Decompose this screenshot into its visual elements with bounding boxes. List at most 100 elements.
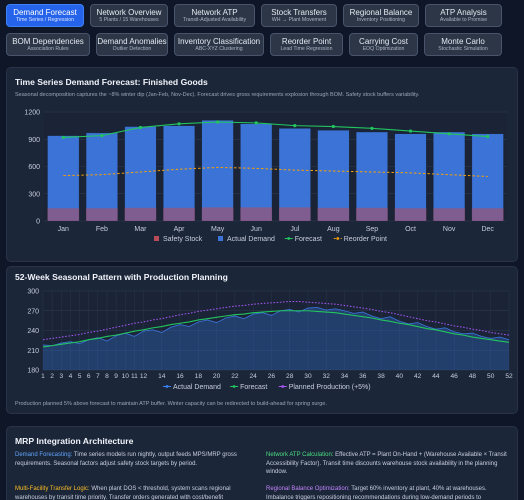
- x-tick-label: 4: [69, 373, 73, 380]
- monthly-forecast-panel: Time Series Demand Forecast: Finished Go…: [6, 67, 518, 262]
- tab-monte-carlo[interactable]: Monte Carlo Stochastic Simulation: [424, 33, 502, 56]
- tab-atp-analysis[interactable]: ATP Analysis Available to Promise: [425, 4, 502, 27]
- legend-label: Actual Demand: [173, 384, 221, 391]
- actual-demand-bar: [471, 133, 504, 222]
- tab-title: Network ATP: [191, 8, 238, 17]
- forecast-point: [61, 135, 65, 140]
- tab-stock-transfers[interactable]: Stock Transfers WH → Plant Movement: [261, 4, 337, 27]
- mrp-architecture-panel: MRP Integration Architecture Demand Fore…: [6, 426, 518, 500]
- x-tick-label: 36: [359, 373, 367, 380]
- actual-demand-bar: [317, 129, 350, 222]
- forecast-point: [447, 132, 451, 136]
- tab-title: Reorder Point: [281, 37, 332, 46]
- x-tick-label: 46: [451, 373, 459, 380]
- reorder-point-line: [63, 166, 488, 177]
- tab-demand-forecast[interactable]: Demand Forecast Time Series / Regression: [6, 4, 84, 27]
- tab-subtitle: Stochastic Simulation: [438, 46, 488, 52]
- tab-title: ATP Analysis: [440, 8, 487, 17]
- tab-subtitle: ABC-XYZ Clustering: [195, 46, 243, 52]
- tab-subtitle: EOQ Optimization: [362, 46, 405, 52]
- legend-marker: [281, 385, 285, 388]
- tab-reorder-point[interactable]: Reorder Point Lead Time Regression: [270, 33, 343, 56]
- y-tick-label: 300: [28, 191, 40, 198]
- legend-label: Planned Production (+5%): [289, 384, 371, 391]
- forecast-point: [486, 134, 490, 139]
- safety-stock-bar: [124, 207, 157, 221]
- tab-demand-anomalies[interactable]: Demand Anomalies Outlier Detection: [96, 33, 168, 56]
- tab-carrying-cost[interactable]: Carrying Cost EOQ Optimization: [349, 33, 418, 56]
- forecast-point: [216, 120, 220, 124]
- seasonal-pattern-title: 52-Week Seasonal Pattern with Production…: [15, 272, 228, 282]
- actual-demand-bar: [124, 126, 157, 222]
- x-tick-label: Jan: [58, 226, 69, 233]
- x-tick-label: Jun: [251, 226, 262, 233]
- safety-stock-bar: [433, 208, 465, 221]
- actual-demand-bar: [394, 133, 427, 222]
- tab-regional-balance[interactable]: Regional Balance Inventory Positioning: [343, 4, 419, 27]
- x-tick-label: 34: [341, 373, 349, 380]
- legend-label: Reorder Point: [344, 236, 387, 243]
- tab-title: BOM Dependencies: [12, 37, 84, 46]
- forecast-point: [254, 121, 258, 125]
- mrp-item-text: When plant DOS < threshold, system scans…: [15, 486, 231, 500]
- safety-stock-bar: [394, 208, 427, 221]
- safety-stock-bar: [356, 207, 388, 221]
- actual-demand-bar: [47, 135, 80, 222]
- x-tick-label: 11: [131, 373, 138, 380]
- x-tick-label: 30: [304, 373, 312, 380]
- seasonal-pattern-panel: 52-Week Seasonal Pattern with Production…: [6, 266, 518, 414]
- forecast-line: [63, 121, 488, 138]
- safety-stock-bar: [163, 207, 195, 221]
- x-tick-label: 18: [195, 373, 203, 380]
- x-tick-label: 14: [158, 373, 166, 380]
- tab-network-overview[interactable]: Network Overview 5 Plants / 15 Warehouses: [90, 4, 168, 27]
- tab-subtitle: Lead Time Regression: [280, 46, 333, 52]
- legend-swatch: [154, 236, 159, 241]
- y-tick-label: 270: [27, 308, 39, 315]
- forecast-line: [42, 310, 510, 348]
- x-tick-label: Nov: [443, 226, 456, 233]
- x-tick-label: 6: [87, 373, 91, 380]
- safety-stock-bar: [240, 207, 273, 221]
- actual-demand-bar: [278, 128, 311, 222]
- mrp-item-text: Effective ATP = Plant On-Hand + (Warehou…: [266, 452, 507, 476]
- x-tick-label: 44: [432, 373, 440, 380]
- tab-subtitle: Time Series / Regression: [15, 17, 75, 23]
- seasonal-pattern-note: Production planned 5% above forecast to …: [15, 401, 327, 407]
- safety-stock-bar: [317, 207, 350, 221]
- tab-title: Stock Transfers: [271, 8, 327, 17]
- tab-inventory-classification[interactable]: Inventory Classification ABC-XYZ Clusteri…: [174, 33, 264, 56]
- tab-bom-dependencies[interactable]: BOM Dependencies Association Rules: [6, 33, 90, 56]
- legend-label: Forecast: [295, 236, 322, 243]
- mrp-item-demand-forecasting: Demand Forecasting: Time series models r…: [15, 451, 250, 468]
- x-tick-label: Dec: [481, 226, 494, 233]
- x-tick-label: 22: [231, 373, 239, 380]
- x-tick-label: 12: [140, 373, 148, 380]
- legend-marker: [336, 237, 340, 240]
- x-tick-label: 9: [114, 373, 118, 380]
- x-tick-label: 2: [50, 373, 54, 380]
- x-tick-label: 28: [286, 373, 294, 380]
- x-tick-label: 40: [396, 373, 404, 380]
- tab-subtitle: WH → Plant Movement: [271, 17, 327, 23]
- safety-stock-bar: [278, 207, 311, 221]
- y-tick-label: 210: [27, 348, 39, 355]
- actual-demand-bar: [433, 131, 466, 222]
- mrp-item-key: Regional Balance Optimization:: [266, 486, 350, 492]
- x-tick-label: 7: [96, 373, 100, 380]
- forecast-point: [138, 125, 143, 130]
- y-tick-label: 300: [27, 289, 39, 296]
- actual-demand-bar: [85, 132, 118, 222]
- tab-subtitle: Available to Promise: [439, 17, 488, 23]
- forecast-point: [370, 126, 374, 130]
- y-tick-label: 600: [28, 164, 40, 171]
- tab-network-atp[interactable]: Network ATP Transit-Adjusted Availability: [174, 4, 255, 27]
- x-tick-label: Apr: [174, 226, 186, 233]
- x-tick-label: 3: [59, 373, 63, 380]
- x-tick-label: Feb: [96, 226, 108, 233]
- legend-label: Safety Stock: [163, 236, 203, 243]
- x-tick-label: 52: [505, 373, 513, 380]
- legend-marker: [232, 385, 236, 388]
- tab-title: Inventory Classification: [177, 37, 261, 46]
- safety-stock-bar: [47, 208, 80, 221]
